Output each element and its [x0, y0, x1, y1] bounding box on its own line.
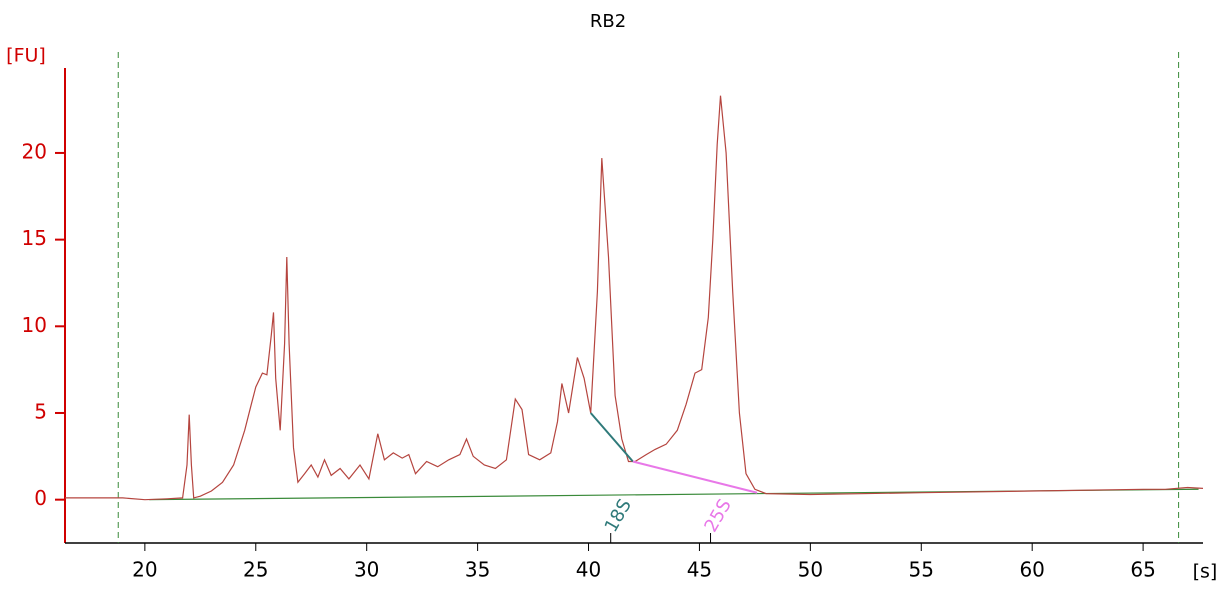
y-tick-label: 15	[22, 226, 47, 250]
y-tick-label: 5	[34, 399, 47, 423]
x-tick-label: 25	[243, 558, 268, 582]
peak-label: 18S	[601, 496, 636, 536]
x-tick-label: 65	[1130, 558, 1155, 582]
peak-boundary	[632, 460, 758, 494]
x-tick-label: 60	[1019, 558, 1044, 582]
peak-boundary	[589, 412, 634, 463]
x-tick-label: 55	[909, 558, 934, 582]
trace	[65, 95, 1204, 501]
y-axis-label: [FU]	[6, 45, 46, 67]
x-tick-label: 50	[798, 558, 823, 582]
y-tick-label: 10	[22, 313, 47, 337]
peak-label: 25S	[700, 496, 735, 536]
x-tick-label: 20	[132, 558, 157, 582]
y-tick-label: 20	[22, 139, 47, 163]
chart-title: RB2	[590, 11, 626, 32]
x-tick-label: 35	[465, 558, 490, 582]
x-tick-label: 45	[687, 558, 712, 582]
x-axis-label: [s]	[1193, 561, 1216, 583]
x-tick-label: 40	[576, 558, 601, 582]
y-tick-label: 0	[34, 486, 47, 510]
x-tick-label: 30	[354, 558, 379, 582]
